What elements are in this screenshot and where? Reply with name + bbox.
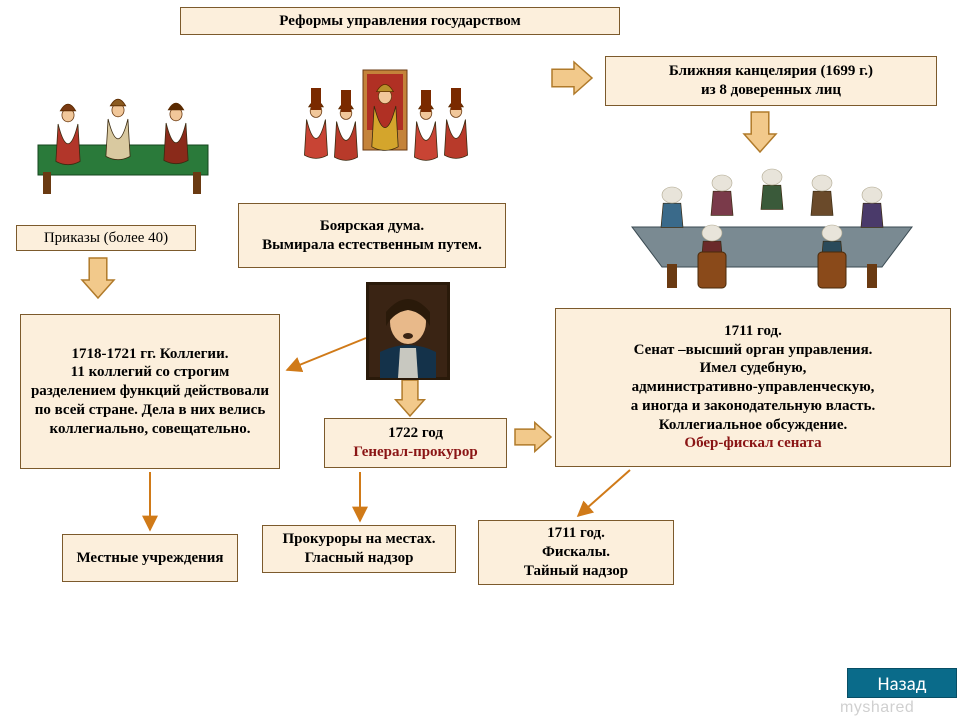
block-arrow-title-to-chancery (552, 62, 592, 94)
watermark: myshared (840, 699, 914, 717)
box-near-chancellery: Ближняя канцелярия (1699 г.)из 8 доверен… (605, 56, 937, 106)
back-button-label: Назад (878, 673, 927, 696)
block-arrow-peter-to-genprok (396, 380, 425, 416)
block-arrow-prikazy-to-kollegii (82, 258, 114, 298)
watermark-text: myshared (840, 699, 914, 716)
line-arrow-senate-to-fiscals (578, 470, 630, 516)
box-local-institutions: Местные учреждения (62, 534, 238, 582)
box-fiscals: 1711 год.Фискалы.Тайный надзор (478, 520, 674, 585)
genprok-text: 1722 годГенерал-прокурор (353, 424, 477, 462)
box-kollegii: 1718-1721 гг. Коллегии.11 коллегий со ст… (20, 314, 280, 469)
back-button[interactable]: Назад (847, 668, 957, 698)
chancery-text: Ближняя канцелярия (1699 г.)из 8 доверен… (669, 62, 873, 100)
box-prikazy: Приказы (более 40) (16, 225, 196, 251)
fiscals-text: 1711 год.Фискалы.Тайный надзор (524, 524, 628, 580)
box-boyar-duma: Боярская дума.Вымирала естественным путе… (238, 203, 506, 268)
illustration-prikazy (18, 50, 223, 200)
kollegii-text: 1718-1721 гг. Коллегии.11 коллегий со ст… (29, 345, 271, 439)
block-arrow-genprok-to-senate (515, 423, 551, 452)
prikazy-text: Приказы (более 40) (44, 229, 168, 248)
peter-portrait (366, 282, 450, 380)
title-text: Реформы управления государством (279, 12, 520, 31)
illustration-council (612, 142, 930, 292)
box-prosecutors: Прокуроры на местах.Гласный надзор (262, 525, 456, 573)
senate-text: 1711 год.Сенат –высший орган управления.… (631, 322, 875, 453)
line-arrow-peter-to-kollegii (287, 338, 366, 370)
illustration-duma (268, 40, 498, 190)
local-text: Местные учреждения (76, 549, 223, 568)
prosecutors-text: Прокуроры на местах.Гласный надзор (283, 530, 436, 568)
box-senate: 1711 год.Сенат –высший орган управления.… (555, 308, 951, 467)
box-general-prosecutor: 1722 годГенерал-прокурор (324, 418, 507, 468)
duma-text: Боярская дума.Вымирала естественным путе… (262, 217, 482, 255)
title-box: Реформы управления государством (180, 7, 620, 35)
